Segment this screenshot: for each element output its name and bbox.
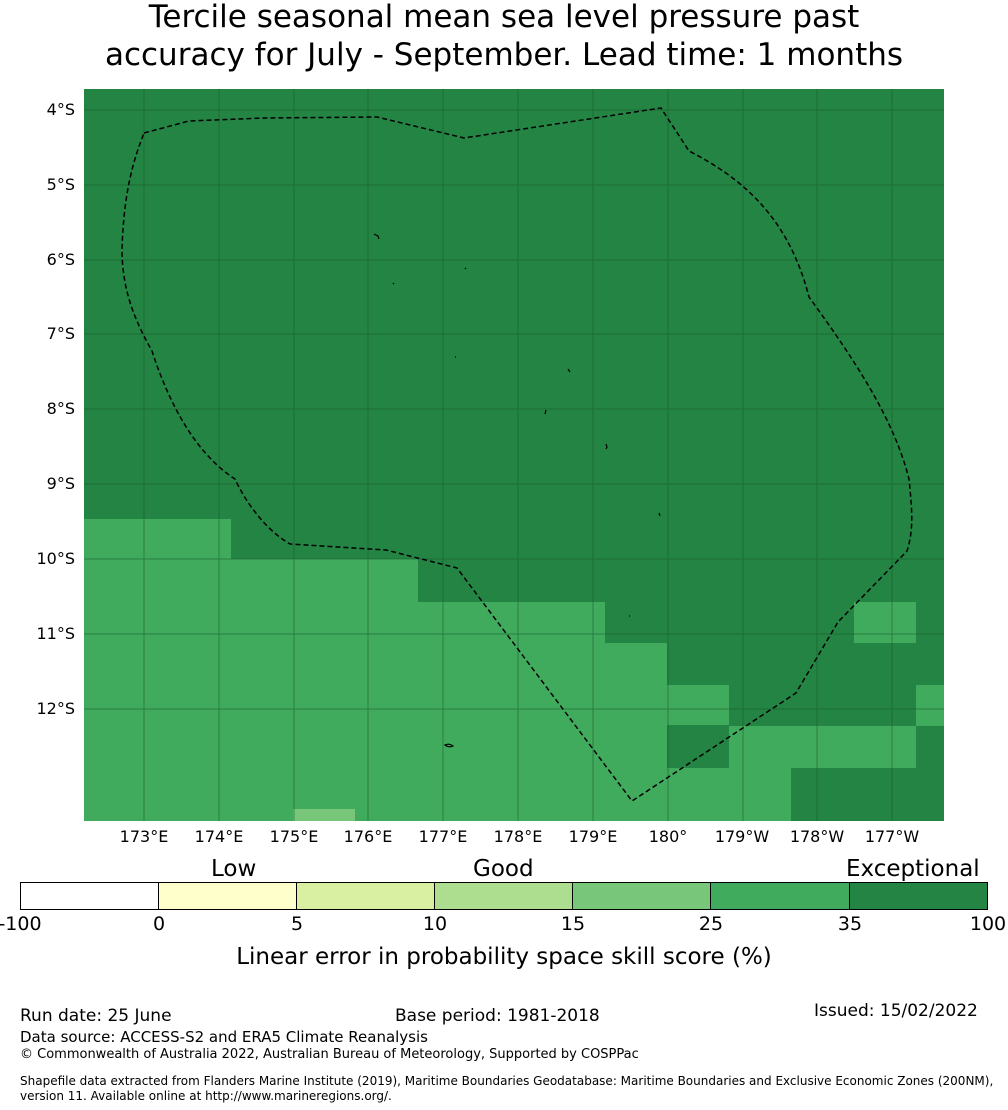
skill-cell-25-35 [605,643,667,821]
colorbar-tick: 100 [969,913,1007,935]
colorbar-segment [435,882,573,910]
lon-label: 176°E [343,827,393,846]
island [658,512,661,517]
lon-label: 178°E [493,827,543,846]
colorbar-segment [297,882,435,910]
base-period: Base period: 1981-2018 [395,1006,600,1026]
colorbar-tick: 10 [422,913,448,935]
lon-label: 178°W [789,827,845,846]
skill-cell-25-35 [854,602,916,643]
colorbar-category-exceptional: Exceptional [846,856,980,882]
colorbar-tick: 0 [152,913,166,935]
islands [373,233,661,748]
map-overlay [84,89,944,821]
lon-label: 177°W [864,827,920,846]
lat-label: 4°S [46,100,75,119]
colorbar-category-good: Good [473,856,534,882]
copyright: © Commonwealth of Australia 2022, Austra… [20,1047,639,1062]
lat-label: 10°S [36,549,75,568]
run-date: Run date: 25 June [20,1006,172,1026]
lon-label: 177°E [418,827,468,846]
island [605,443,608,450]
skill-cell-25-35 [729,726,916,768]
colorbar-tick: 25 [698,913,724,935]
skill-cell-15-25 [293,809,355,821]
graticule-lines [84,89,944,821]
island [373,233,380,240]
colorbar-tick: 15 [560,913,586,935]
lon-label: 179°E [568,827,618,846]
lon-label: 174°E [194,827,244,846]
colorbar-tick: 5 [290,913,304,935]
skill-cell-25-35 [667,685,729,725]
colorbar-tick: -100 [0,913,42,935]
colorbar-segment [20,882,159,910]
colorbar-segment [573,882,711,910]
colorbar-tick: 35 [837,913,863,935]
lat-label: 12°S [36,699,75,718]
lat-label: 6°S [46,250,75,269]
issued-date: Issued: 15/02/2022 [814,1001,978,1021]
lat-label: 11°S [36,624,75,643]
skill-cell-25-35 [231,559,418,821]
map-title-line-1: Tercile seasonal mean sea level pressure… [148,0,860,35]
lon-label: 180° [648,827,688,846]
colorbar-segment [850,882,988,910]
data-source: Data source: ACCESS-S2 and ERA5 Climate … [20,1028,428,1046]
lat-label: 5°S [46,175,75,194]
colorbar-segment [711,882,850,910]
map-title-line-2: accuracy for July - September. Lead time… [104,37,904,73]
colorbar-category-low: Low [211,856,257,882]
colorbar-label: Linear error in probability space skill … [236,944,772,970]
skill-cell-25-35 [418,602,605,821]
skill-cell-25-35 [84,519,231,821]
island [544,409,547,415]
lon-label: 179°W [714,827,770,846]
island [567,368,571,373]
eez-boundary [121,107,913,803]
shapefile-credit-line-2: version 11. Available online at http://w… [20,1089,392,1103]
lon-label: 173°E [119,827,169,846]
island [464,267,467,270]
lat-label: 8°S [46,399,75,418]
lat-label: 7°S [46,324,75,343]
shapefile-credit-line-1: Shapefile data extracted from Flanders M… [20,1074,994,1088]
island [392,282,395,285]
skill-cell-25-35 [667,768,791,821]
colorbar-segment [159,882,297,910]
island [443,743,455,748]
skill-score-map [84,89,944,821]
lon-label: 175°E [269,827,319,846]
skill-cell-25-35 [916,685,944,726]
lat-label: 9°S [46,474,75,493]
